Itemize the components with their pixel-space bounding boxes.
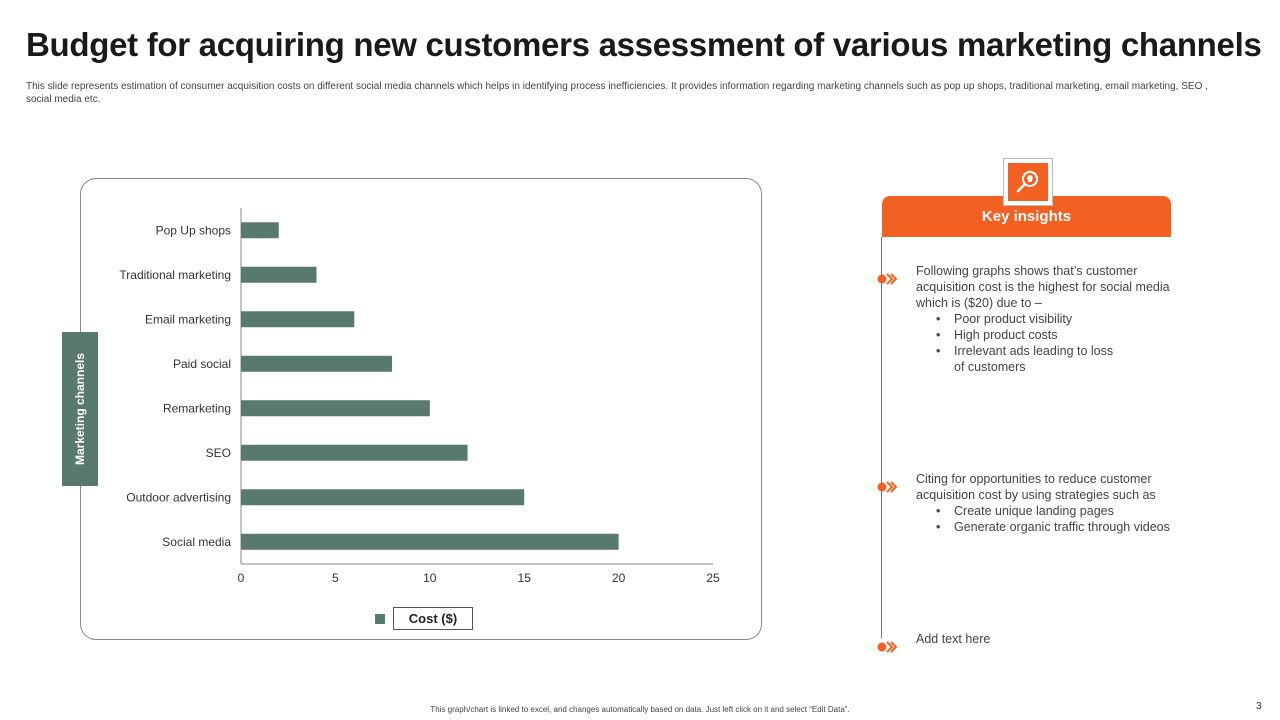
insight-bullet: of customers — [954, 360, 1026, 374]
key-insights-title: Key insights — [981, 208, 1072, 225]
bar-3 — [241, 311, 355, 328]
x-tick-label-1: 0 — [238, 571, 245, 585]
footer-note: This graph/chart is linked to excel, and… — [430, 705, 850, 714]
category-label-8: Social media — [162, 535, 231, 549]
category-label-4: Paid social — [173, 357, 231, 371]
legend-label: Cost ($) — [393, 607, 473, 630]
lightbulb-search-icon — [1008, 163, 1048, 201]
insight-bullet: Generate organic traffic through videos — [936, 519, 1170, 535]
insight-text-line: Citing for opportunities to reduce custo… — [916, 472, 1152, 486]
bar-2 — [241, 266, 317, 283]
insight-bullet-list: Create unique landing pagesGenerate orga… — [916, 503, 1170, 535]
bar-8 — [241, 533, 619, 550]
insight-bullet: Poor product visibility — [936, 311, 1170, 327]
category-label-1: Pop Up shops — [156, 223, 231, 237]
insight-bullet-list: Poor product visibilityHigh product cost… — [916, 311, 1170, 375]
insight-item-1: Following graphs shows that’s customer ac… — [916, 263, 1170, 375]
insight-text-line: which is ($20) due to – — [916, 296, 1042, 310]
category-label-6: SEO — [206, 446, 231, 460]
timeline-marker-icon — [876, 640, 898, 653]
insight-item-2: Citing for opportunities to reduce custo… — [916, 471, 1170, 535]
legend-swatch — [375, 613, 385, 624]
bar-5 — [241, 400, 430, 417]
insight-bullet: Create unique landing pages — [936, 503, 1170, 519]
category-label-5: Remarketing — [163, 401, 231, 415]
timeline-marker-icon — [876, 272, 898, 285]
insight-text-line: acquisition cost by using strategies suc… — [916, 488, 1156, 502]
timeline-marker-icon — [876, 480, 898, 493]
y-axis-label: Marketing channels — [73, 352, 87, 466]
bar-1 — [241, 222, 279, 239]
timeline-line — [881, 237, 882, 638]
slide-title: Budget for acquiring new customers asses… — [26, 26, 1262, 63]
chart-legend: Cost ($) — [375, 606, 473, 631]
key-insights-icon-frame — [1003, 158, 1053, 206]
bar-6 — [241, 444, 468, 461]
page-number: 3 — [1256, 701, 1262, 712]
x-tick-label-4: 15 — [518, 571, 532, 585]
insight-text-line: Following graphs shows that’s customer — [916, 264, 1138, 278]
insight-item-3: Add text here — [916, 631, 990, 647]
insight-bullet: Irrelevant ads leading to loss — [936, 343, 1170, 359]
x-tick-label-6: 25 — [706, 571, 720, 585]
category-label-7: Outdoor advertising — [126, 490, 231, 504]
bar-4 — [241, 355, 393, 372]
x-tick-label-5: 20 — [612, 571, 626, 585]
bar-7 — [241, 489, 525, 506]
insight-bullet: High product costs — [936, 327, 1170, 343]
y-axis-label-box: Marketing channels — [62, 332, 98, 486]
x-tick-label-2: 5 — [332, 571, 339, 585]
slide-subtitle: This slide represents estimation of cons… — [26, 81, 1208, 105]
x-tick-label-3: 10 — [423, 571, 437, 585]
category-label-2: Traditional marketing — [119, 268, 231, 282]
insight-text-line: Add text here — [916, 632, 991, 646]
category-label-3: Email marketing — [145, 312, 231, 326]
insight-text-line: acquisition cost is the highest for soci… — [916, 280, 1170, 294]
